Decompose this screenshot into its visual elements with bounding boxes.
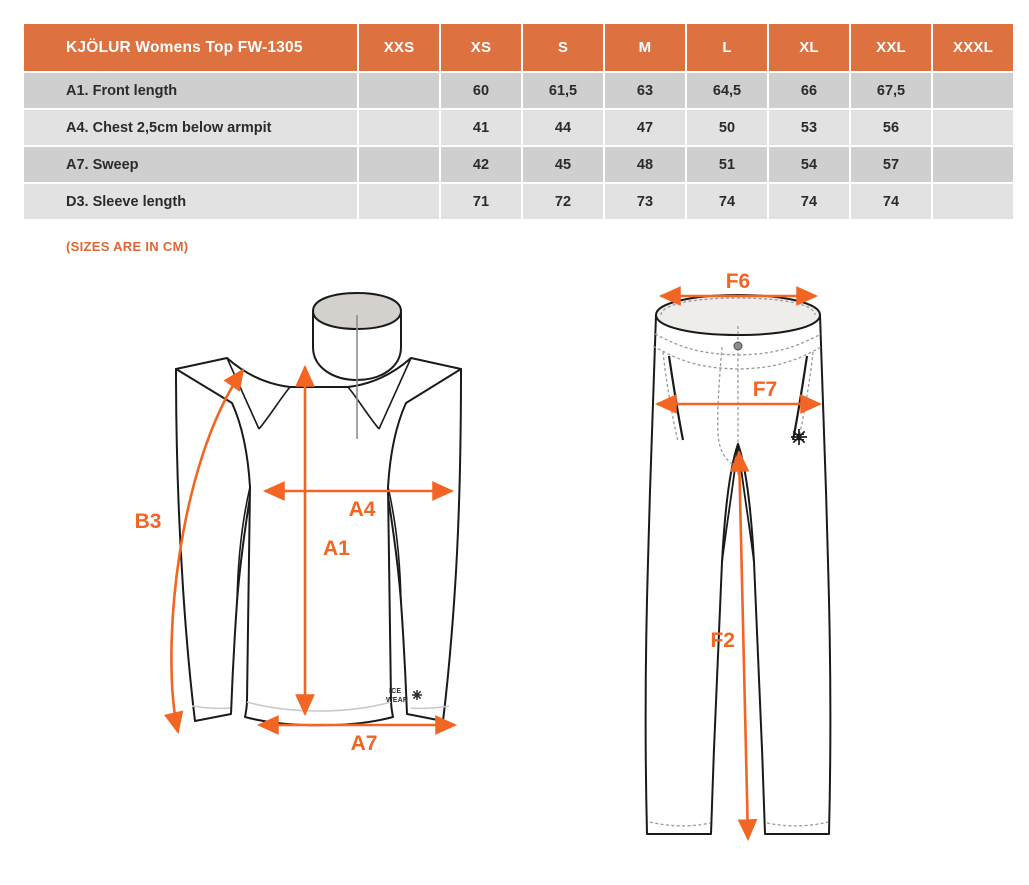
ice-wear-logo: ICE WEAR (386, 688, 422, 704)
table-body: A1. Front length 60 61,5 63 64,5 66 67,5… (24, 73, 1013, 219)
top-garment-drawing: ICE WEAR B3 A1 A4 A7 (135, 291, 462, 755)
pants-snowflake-icon (791, 429, 807, 445)
cell-xl: 53 (769, 110, 849, 145)
measurement-label: A4. Chest 2,5cm below armpit (24, 110, 357, 145)
column-header-xl: XL (769, 24, 849, 71)
table-title: KJÖLUR Womens Top FW-1305 (24, 24, 357, 71)
technical-drawings: ICE WEAR B3 A1 A4 A7 (135, 270, 832, 842)
table-row: A7. Sweep 42 45 48 51 54 57 (24, 147, 1013, 182)
dimension-label-b3: B3 (135, 510, 162, 533)
cell-xxs (359, 184, 439, 219)
measurement-label: D3. Sleeve length (24, 184, 357, 219)
collar-inner-opening (311, 291, 403, 331)
left-leg-hem (649, 821, 711, 827)
cell-s: 72 (523, 184, 603, 219)
cell-xl: 66 (769, 73, 849, 108)
cell-l: 50 (687, 110, 767, 145)
measurement-label: A7. Sweep (24, 147, 357, 182)
column-header-l: L (687, 24, 767, 71)
size-chart-table: KJÖLUR Womens Top FW-1305 XXS XS S M L X… (22, 22, 1015, 221)
table-row: A1. Front length 60 61,5 63 64,5 66 67,5 (24, 73, 1013, 108)
dimension-arrow-f2 (729, 449, 758, 842)
cell-xxl: 74 (851, 184, 931, 219)
dimension-arrow-b3 (164, 368, 245, 735)
cell-xs: 71 (441, 184, 521, 219)
waist-button (733, 341, 743, 351)
table-header: KJÖLUR Womens Top FW-1305 XXS XS S M L X… (24, 24, 1013, 71)
pants-garment-drawing: F6 F7 F2 (644, 270, 832, 842)
cell-m: 63 (605, 73, 685, 108)
cell-xxxl (933, 110, 1013, 145)
dimension-label-a1: A1 (323, 537, 350, 560)
column-header-s: S (523, 24, 603, 71)
cell-xs: 60 (441, 73, 521, 108)
right-leg-hem (766, 821, 829, 827)
dimension-label-f6: F6 (726, 270, 751, 293)
cell-s: 44 (523, 110, 603, 145)
dimension-label-a4: A4 (349, 498, 376, 521)
cell-xl: 54 (769, 147, 849, 182)
cell-s: 45 (523, 147, 603, 182)
table-header-row: KJÖLUR Womens Top FW-1305 XXS XS S M L X… (24, 24, 1013, 71)
dimension-label-a7: A7 (351, 732, 378, 755)
column-header-xxs: XXS (359, 24, 439, 71)
units-note: (SIZES ARE IN CM) (66, 239, 189, 254)
measurement-label: A1. Front length (24, 73, 357, 108)
cell-xs: 41 (441, 110, 521, 145)
column-header-m: M (605, 24, 685, 71)
cell-m: 47 (605, 110, 685, 145)
column-header-xs: XS (441, 24, 521, 71)
cell-xxs (359, 110, 439, 145)
cell-xxs (359, 147, 439, 182)
cell-l: 74 (687, 184, 767, 219)
waistband-seam-lower (652, 345, 824, 370)
logo-text-ice: ICE (389, 688, 401, 695)
cell-xl: 74 (769, 184, 849, 219)
dimension-label-f7: F7 (753, 378, 778, 401)
cell-l: 64,5 (687, 73, 767, 108)
cell-s: 61,5 (523, 73, 603, 108)
cell-xxxl (933, 184, 1013, 219)
snowflake-icon (412, 690, 422, 700)
bottom-hem-stitch (246, 701, 392, 712)
column-header-xxxl: XXXL (933, 24, 1013, 71)
cell-xxxl (933, 147, 1013, 182)
column-header-xxl: XXL (851, 24, 931, 71)
cell-xxl: 67,5 (851, 73, 931, 108)
fly-stitch (717, 346, 737, 467)
cell-m: 73 (605, 184, 685, 219)
cell-xs: 42 (441, 147, 521, 182)
cell-xxxl (933, 73, 1013, 108)
cell-m: 48 (605, 147, 685, 182)
cell-xxs (359, 73, 439, 108)
right-cuff-hem (410, 705, 450, 710)
right-raglan-seam (347, 357, 412, 430)
dimension-label-f2: F2 (710, 629, 735, 652)
table-row: D3. Sleeve length 71 72 73 74 74 74 (24, 184, 1013, 219)
cell-l: 51 (687, 147, 767, 182)
cell-xxl: 57 (851, 147, 931, 182)
cell-xxl: 56 (851, 110, 931, 145)
top-body-outline (175, 357, 462, 727)
logo-text-wear: WEAR (386, 697, 408, 704)
table-row: A4. Chest 2,5cm below armpit 41 44 47 50… (24, 110, 1013, 145)
